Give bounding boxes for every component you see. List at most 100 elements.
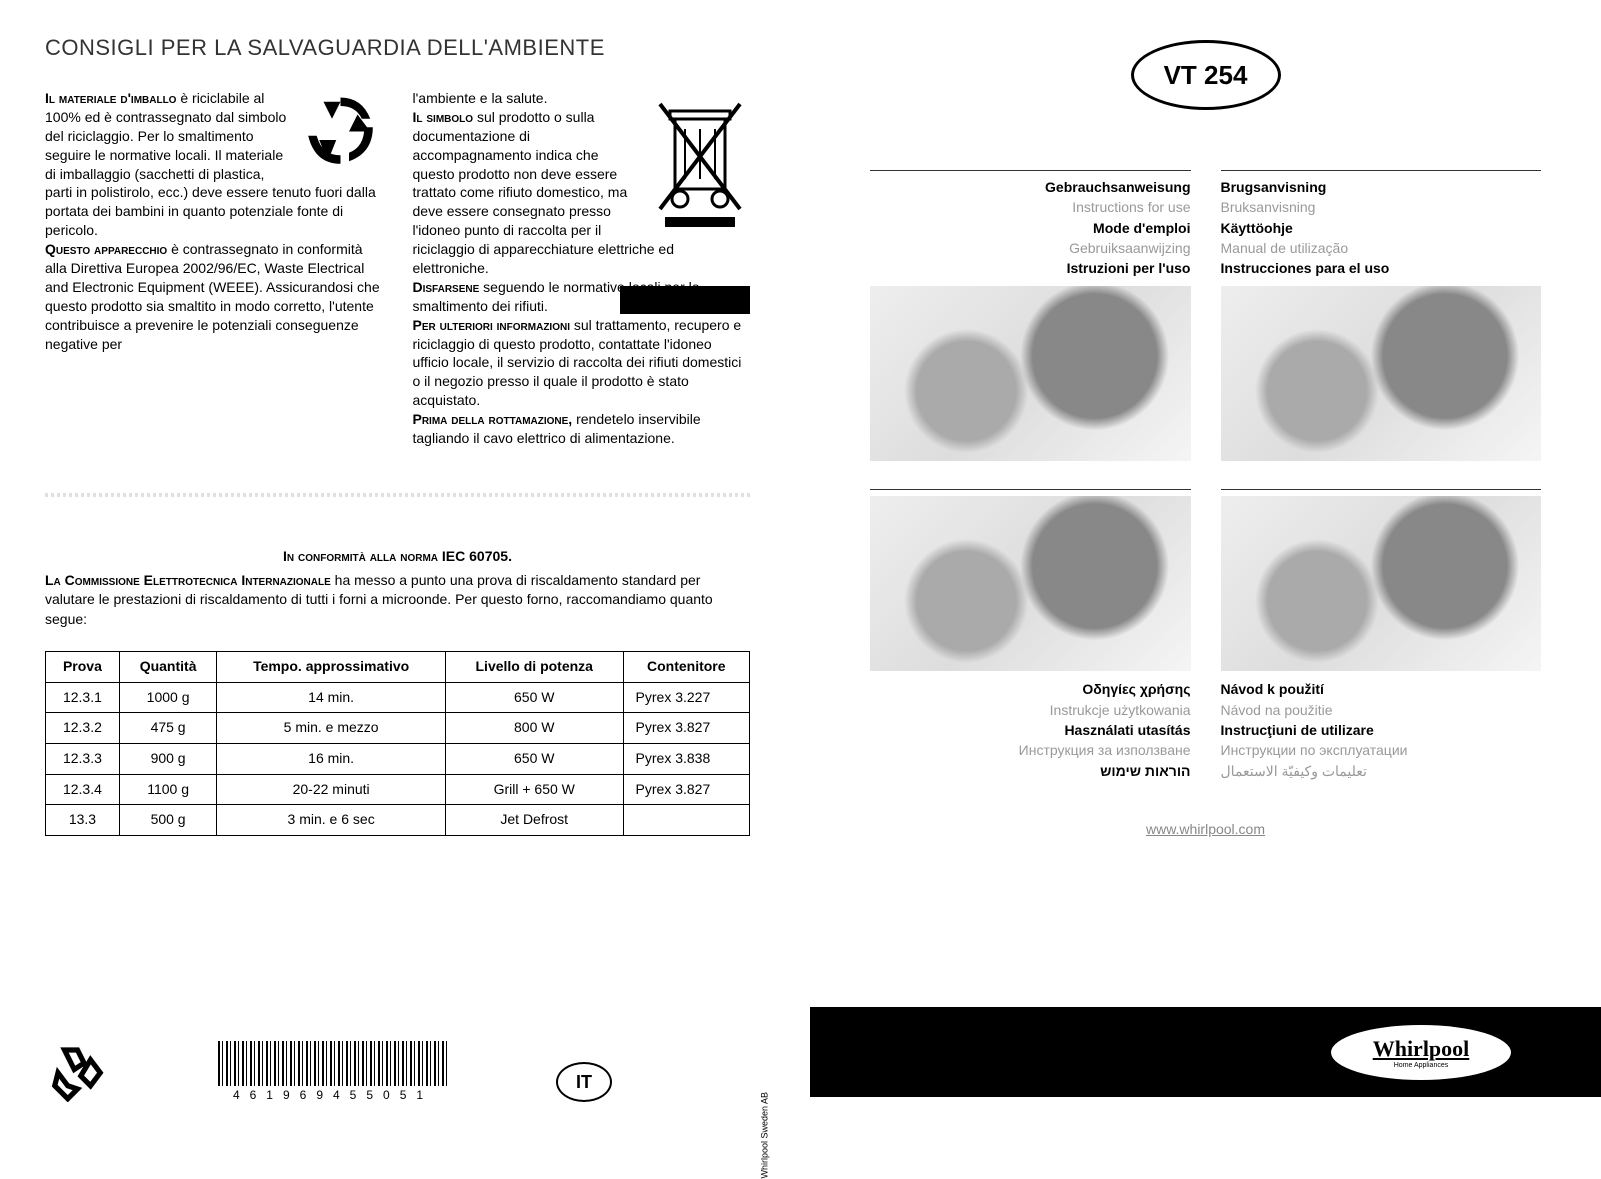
model-badge: VT 254 xyxy=(1131,40,1281,110)
column-1: Il materiale d'imballo è riciclabile al … xyxy=(45,89,383,448)
c2-lead3: Disfarsene xyxy=(413,279,480,295)
conf-heading-bold: IEC 60705. xyxy=(442,548,512,564)
table-row: 13.3500 g3 min. e 6 secJet Defrost xyxy=(46,805,750,836)
left-page: CONSIGLI PER LA SALVAGUARDIA DELL'AMBIEN… xyxy=(0,0,810,1132)
perforation-line xyxy=(45,493,750,497)
page-title: CONSIGLI PER LA SALVAGUARDIA DELL'AMBIEN… xyxy=(45,35,750,61)
weee-crossed-bin-icon xyxy=(650,89,750,229)
table-header: Livello di potenza xyxy=(445,652,623,683)
lang-line: Gebruiksaanwijzing xyxy=(1069,238,1190,258)
c2-p2: sul prodotto o sulla documentazione di a… xyxy=(413,109,674,276)
photo-berries xyxy=(1221,286,1542,461)
table-cell: 900 g xyxy=(119,744,216,775)
language-badge: IT xyxy=(556,1062,612,1102)
lang-cell-0: GebrauchsanweisungInstructions for useMo… xyxy=(870,170,1191,471)
brand-logo: Whirlpool Home Appliances xyxy=(1331,1025,1511,1080)
lead-2: Questo apparecchio xyxy=(45,241,167,257)
table-cell: 475 g xyxy=(119,713,216,744)
conf-body-lead: La Commissione Elettrotecnica Internazio… xyxy=(45,572,331,588)
lang-line: Bruksanvisning xyxy=(1221,197,1316,217)
lang-line: Instrukcje użytkowania xyxy=(1050,700,1191,720)
lang-line: تعليمات وكيفيّة الاستعمال xyxy=(1221,761,1367,781)
table-header: Tempo. approssimativo xyxy=(217,652,446,683)
table-cell: Pyrex 3.838 xyxy=(623,744,749,775)
lang-line: Istruzioni per l'uso xyxy=(1067,258,1191,278)
language-grid: GebrauchsanweisungInstructions for useMo… xyxy=(870,170,1541,791)
lang-line: Mode d'emploi xyxy=(1093,218,1190,238)
table-row: 12.3.41100 g20-22 minutiGrill + 650 WPyr… xyxy=(46,774,750,805)
lang-line: Käyttöohje xyxy=(1221,218,1293,238)
barcode-icon xyxy=(218,1041,448,1086)
lang-line: הוראות שימוש xyxy=(1100,761,1190,781)
lang-line: Инструкция за използване xyxy=(1019,740,1191,760)
c2-lead5: Prima della rottamazione, xyxy=(413,411,573,427)
redaction-block xyxy=(620,286,750,314)
manufacturer-credit: Whirlpool Sweden AB xyxy=(760,1092,770,1179)
lang-line: Manual de utilização xyxy=(1221,238,1349,258)
table-cell: 3 min. e 6 sec xyxy=(217,805,446,836)
table-row: 12.3.11000 g14 min.650 WPyrex 3.227 xyxy=(46,682,750,713)
lang-line: Инструкции по эксплуатации xyxy=(1221,740,1408,760)
table-cell: Pyrex 3.227 xyxy=(623,682,749,713)
lang-list-1: BrugsanvisningBruksanvisningKäyttöohjeMa… xyxy=(1221,177,1542,278)
table-cell: 12.3.2 xyxy=(46,713,120,744)
para-2: è contrassegnato in conformità alla Dire… xyxy=(45,241,380,351)
lang-cell-1: BrugsanvisningBruksanvisningKäyttöohjeMa… xyxy=(1221,170,1542,471)
table-cell: 500 g xyxy=(119,805,216,836)
c2-lead2: Il simbolo xyxy=(413,109,474,125)
barcode-number: 461969455051 xyxy=(218,1088,448,1102)
lang-list-2: Οδηγίες χρήσηςInstrukcje użytkowaniaHasz… xyxy=(870,679,1191,780)
table-cell: 12.3.3 xyxy=(46,744,120,775)
test-data-table: ProvaQuantitàTempo. approssimativoLivell… xyxy=(45,651,750,836)
recycle-small-icon xyxy=(45,1037,110,1102)
lang-line: Brugsanvisning xyxy=(1221,177,1327,197)
lang-line: Návod na použitie xyxy=(1221,700,1333,720)
website-url[interactable]: www.whirlpool.com xyxy=(870,821,1541,837)
table-cell: Pyrex 3.827 xyxy=(623,774,749,805)
table-header-row: ProvaQuantitàTempo. approssimativoLivell… xyxy=(46,652,750,683)
table-cell: 5 min. e mezzo xyxy=(217,713,446,744)
photo-cake xyxy=(1221,496,1542,671)
lang-line: Instrucciones para el uso xyxy=(1221,258,1390,278)
table-cell: 12.3.1 xyxy=(46,682,120,713)
c2-p1: l'ambiente e la salute. xyxy=(413,90,548,106)
table-header: Quantità xyxy=(119,652,216,683)
table-cell: 12.3.4 xyxy=(46,774,120,805)
conformity-section: In conformità alla norma IEC 60705. La C… xyxy=(45,547,750,836)
conf-heading-sc: In conformità alla norma xyxy=(283,548,442,564)
lang-cell-3: Návod k použitíNávod na použitieInstrucţ… xyxy=(1221,489,1542,790)
table-cell: 16 min. xyxy=(217,744,446,775)
table-cell: Pyrex 3.827 xyxy=(623,713,749,744)
lang-line: Instructions for use xyxy=(1072,197,1190,217)
table-cell: 20-22 minuti xyxy=(217,774,446,805)
table-header: Prova xyxy=(46,652,120,683)
text-columns: Il materiale d'imballo è riciclabile al … xyxy=(45,89,750,448)
table-cell: 650 W xyxy=(445,744,623,775)
lang-line: Návod k použití xyxy=(1221,679,1324,699)
c2-lead4: Per ulteriori informazioni xyxy=(413,317,570,333)
table-cell xyxy=(623,805,749,836)
table-row: 12.3.2475 g5 min. e mezzo800 WPyrex 3.82… xyxy=(46,713,750,744)
table-header: Contenitore xyxy=(623,652,749,683)
table-cell: 650 W xyxy=(445,682,623,713)
lead-1: Il materiale d'imballo xyxy=(45,90,176,106)
table-cell: 14 min. xyxy=(217,682,446,713)
lang-list-3: Návod k použitíNávod na použitieInstrucţ… xyxy=(1221,679,1542,780)
column-2: l'ambiente e la salute. Il simbolo sul p… xyxy=(413,89,751,448)
lang-line: Instrucţiuni de utilizare xyxy=(1221,720,1374,740)
table-cell: 800 W xyxy=(445,713,623,744)
table-cell: 1100 g xyxy=(119,774,216,805)
table-row: 12.3.3900 g16 min.650 WPyrex 3.838 xyxy=(46,744,750,775)
lang-list-0: GebrauchsanweisungInstructions for useMo… xyxy=(870,177,1191,278)
brand-name: Whirlpool xyxy=(1373,1036,1470,1062)
photo-napkin xyxy=(870,286,1191,461)
lang-cell-2: Οδηγίες χρήσηςInstrukcje użytkowaniaHasz… xyxy=(870,489,1191,790)
table-cell: Jet Defrost xyxy=(445,805,623,836)
table-cell: 1000 g xyxy=(119,682,216,713)
table-body: 12.3.11000 g14 min.650 WPyrex 3.22712.3.… xyxy=(46,682,750,835)
table-cell: 13.3 xyxy=(46,805,120,836)
table-cell: Grill + 650 W xyxy=(445,774,623,805)
lang-line: Gebrauchsanweisung xyxy=(1045,177,1190,197)
photo-glasses xyxy=(870,496,1191,671)
lang-line: Οδηγίες χρήσης xyxy=(1082,679,1190,699)
